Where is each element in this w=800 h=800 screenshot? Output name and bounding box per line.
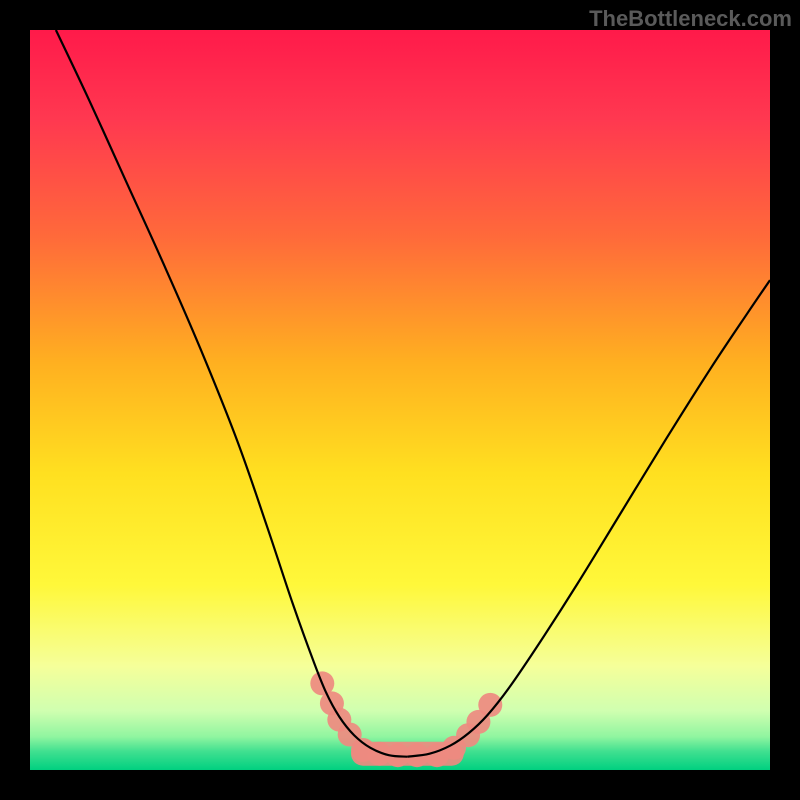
plot-area [30,30,770,770]
watermark-text: TheBottleneck.com [589,6,792,32]
gradient-background [30,30,770,770]
